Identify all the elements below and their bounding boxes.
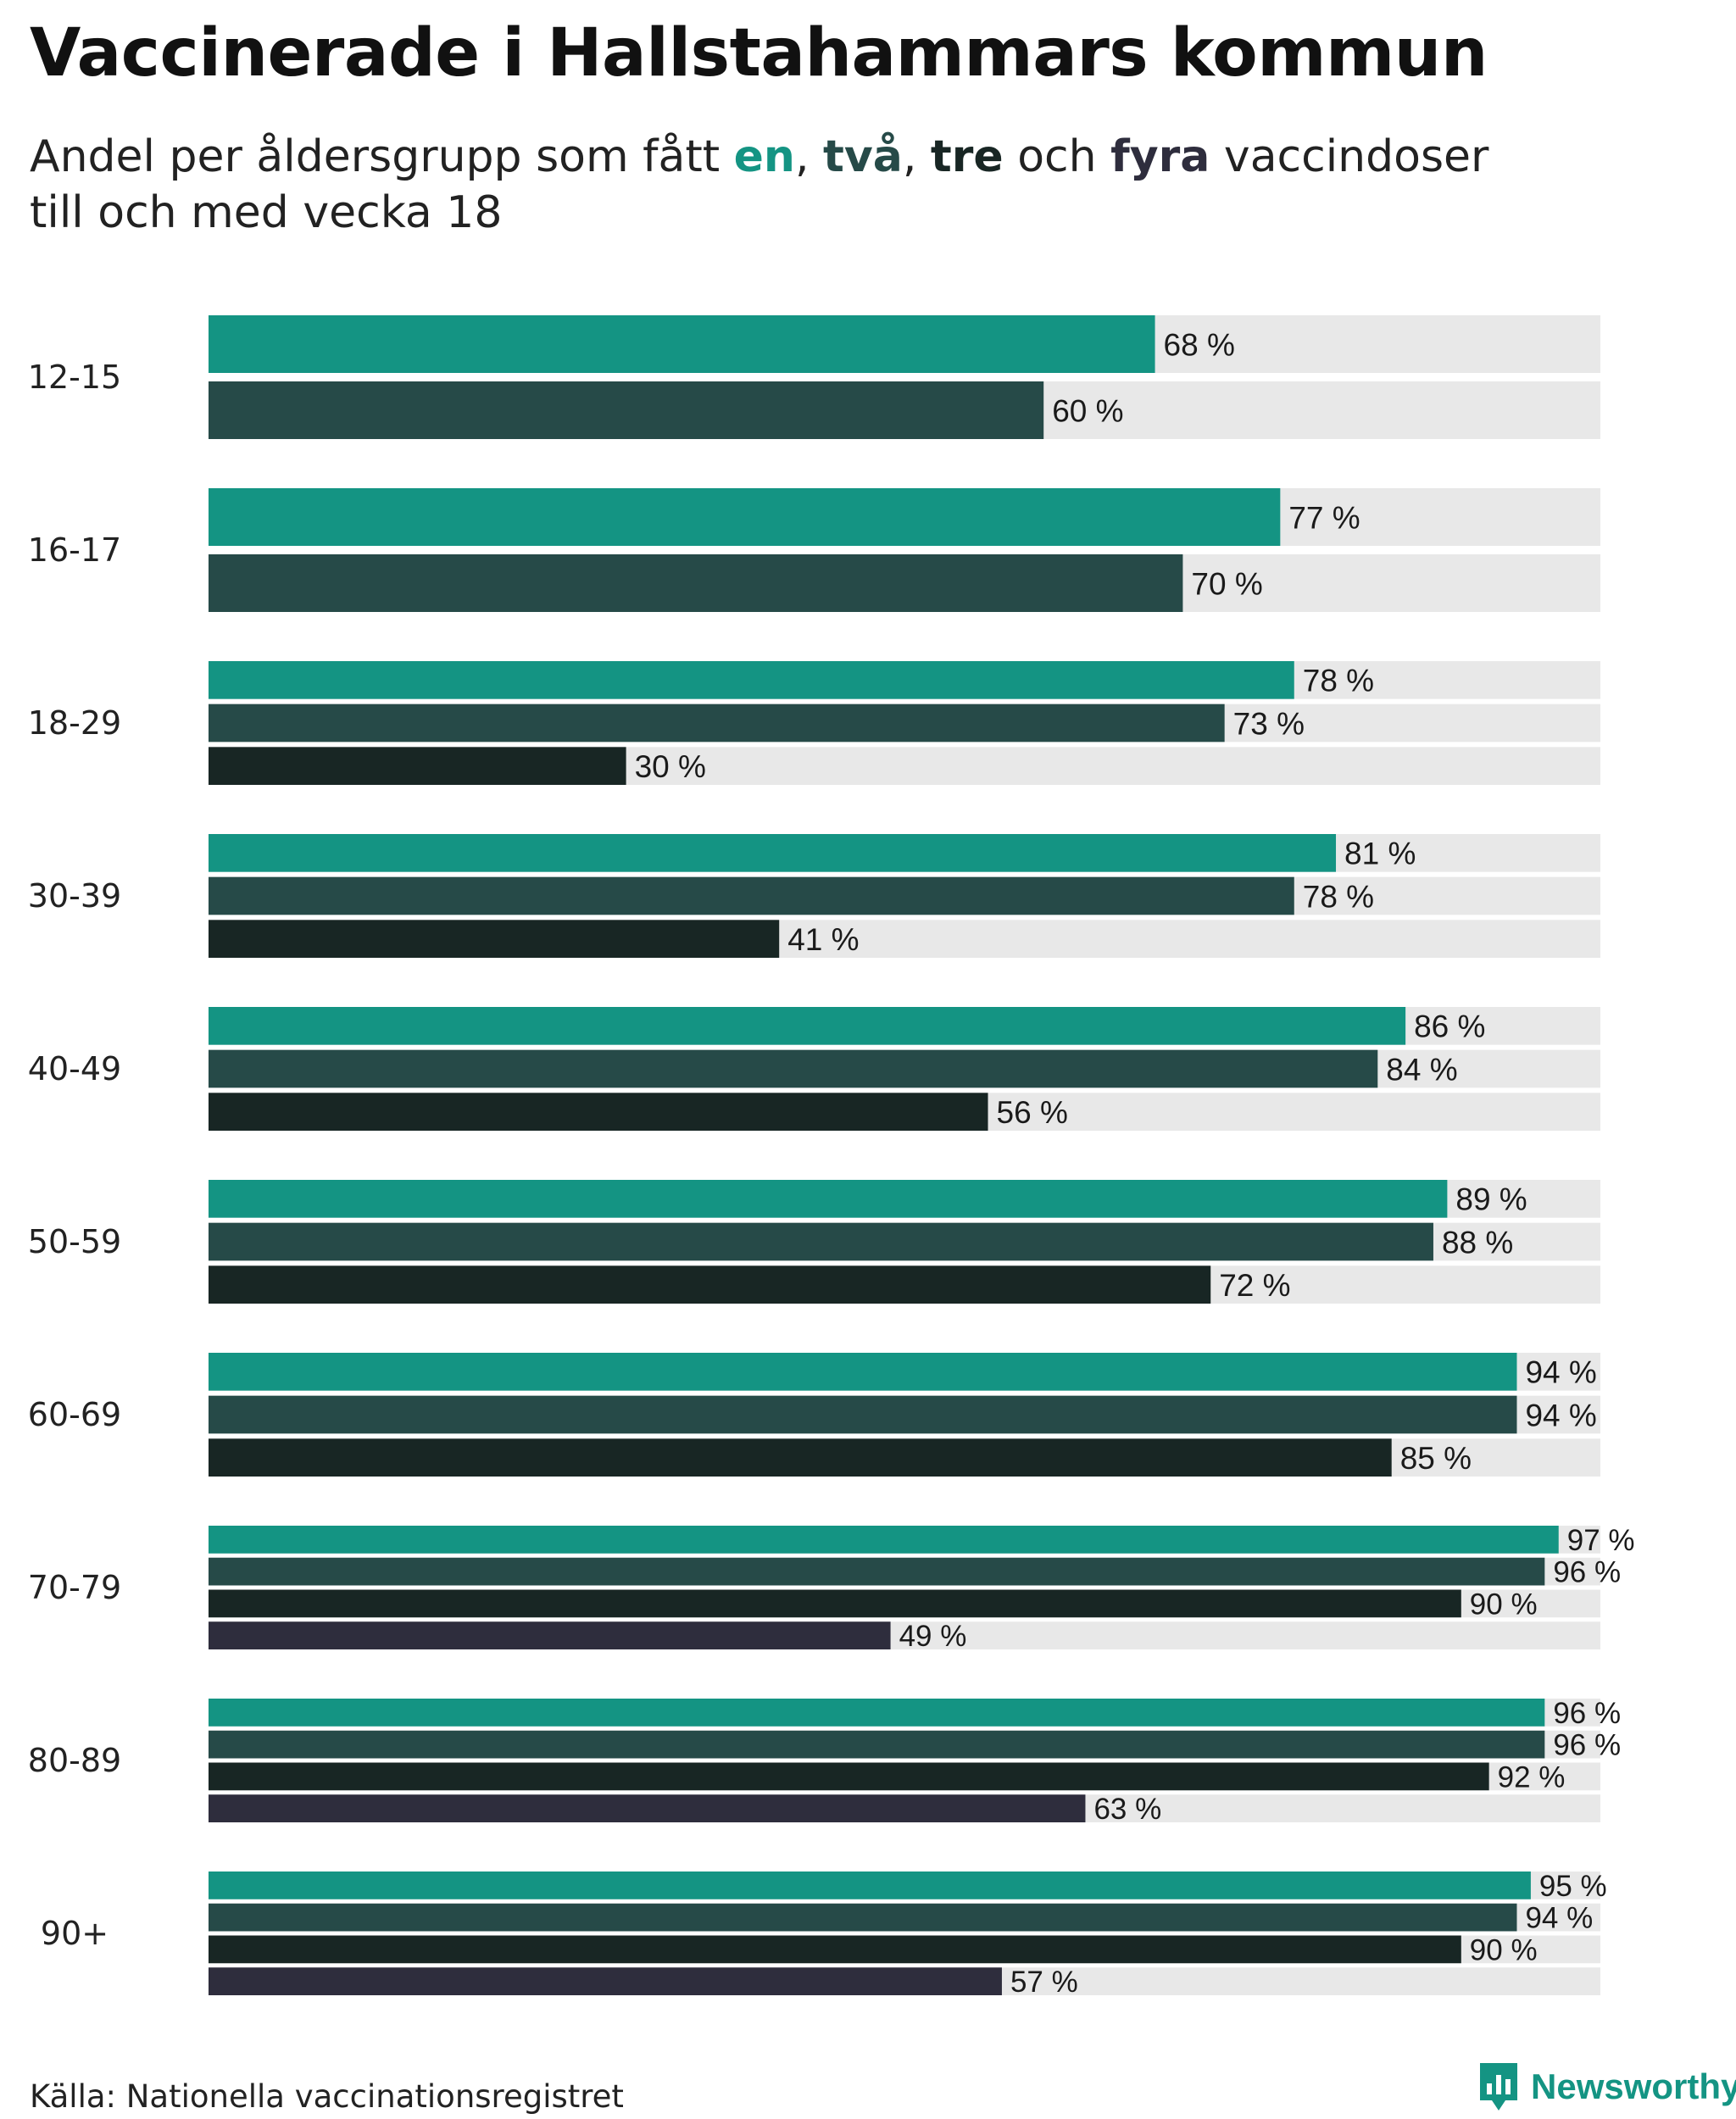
bar-dose-2 bbox=[209, 381, 1044, 439]
subtitle-text: och bbox=[1003, 131, 1111, 182]
subtitle-separator: , bbox=[902, 131, 931, 182]
bar-dose-1 bbox=[209, 834, 1337, 872]
bar-value-label: 72 % bbox=[1219, 1268, 1290, 1303]
subtitle-text: vaccindoser bbox=[1210, 131, 1489, 182]
age-group-label: 80-89 bbox=[28, 1742, 121, 1779]
bar-value-label: 96 % bbox=[1553, 1697, 1621, 1730]
bar-dose-1 bbox=[209, 1526, 1559, 1554]
bar-dose-3 bbox=[209, 1265, 1211, 1304]
bar-dose-2 bbox=[209, 704, 1225, 742]
legend-dose-3: tre bbox=[930, 131, 1004, 182]
bar-value-label: 41 % bbox=[787, 922, 859, 957]
age-group-label: 18-29 bbox=[28, 704, 121, 742]
bar-value-label: 94 % bbox=[1525, 1398, 1596, 1432]
bar-value-label: 78 % bbox=[1303, 664, 1374, 698]
newsworthy-logo-icon bbox=[1480, 2063, 1517, 2111]
age-group-label: 90+ bbox=[41, 1915, 108, 1952]
age-group-label: 12-15 bbox=[28, 359, 121, 396]
bar-value-label: 57 % bbox=[1010, 1966, 1078, 1999]
bar-value-label: 95 % bbox=[1539, 1870, 1607, 1903]
bar-dose-1 bbox=[209, 1007, 1406, 1045]
bar-dose-2 bbox=[209, 1730, 1545, 1759]
bar-dose-3 bbox=[209, 1093, 988, 1131]
bar-value-label: 73 % bbox=[1233, 706, 1305, 741]
bar-dose-1 bbox=[209, 1872, 1531, 1899]
chart-title: Vaccinerade i Hallstahammars kommun bbox=[30, 15, 1488, 92]
bar-dose-1 bbox=[209, 1699, 1545, 1727]
bar-dose-1 bbox=[209, 661, 1294, 699]
bar-value-label: 78 % bbox=[1303, 879, 1374, 914]
bar-dose-3 bbox=[209, 1589, 1461, 1618]
subtitle-line-2: till och med vecka 18 bbox=[30, 187, 503, 238]
chart-subtitle: Andel per åldersgrupp som fått en, två, … bbox=[30, 129, 1488, 241]
bar-value-label: 88 % bbox=[1442, 1225, 1513, 1260]
bar-dose-1 bbox=[209, 488, 1281, 546]
bar-value-label: 68 % bbox=[1164, 327, 1235, 362]
bar-dose-2 bbox=[209, 1395, 1517, 1434]
bar-dose-4 bbox=[209, 1621, 891, 1649]
bar-value-label: 86 % bbox=[1414, 1009, 1485, 1044]
bar-dose-3 bbox=[209, 747, 626, 785]
legend-dose-1: en bbox=[733, 131, 795, 182]
bar-dose-3 bbox=[209, 1438, 1392, 1477]
bar-value-label: 96 % bbox=[1553, 1729, 1621, 1762]
bar-value-label: 96 % bbox=[1553, 1556, 1621, 1589]
age-group-label: 70-79 bbox=[28, 1569, 121, 1606]
bar-value-label: 94 % bbox=[1525, 1902, 1593, 1935]
bar-dose-2 bbox=[209, 1903, 1517, 1932]
brand-logo: Newsworthy bbox=[1478, 2061, 1736, 2112]
bar-dose-1 bbox=[209, 1353, 1517, 1391]
bar-dose-1 bbox=[209, 1180, 1448, 1218]
bar-value-label: 63 % bbox=[1093, 1793, 1161, 1826]
bar-dose-3 bbox=[209, 920, 780, 958]
bar-value-label: 97 % bbox=[1567, 1524, 1635, 1557]
bar-value-label: 92 % bbox=[1498, 1760, 1566, 1794]
age-group-label: 60-69 bbox=[28, 1396, 121, 1433]
bar-dose-2 bbox=[209, 554, 1183, 612]
legend-dose-4: fyra bbox=[1110, 131, 1210, 182]
bar-value-label: 49 % bbox=[899, 1620, 967, 1653]
bar-value-label: 56 % bbox=[997, 1095, 1068, 1130]
bar-value-label: 77 % bbox=[1288, 500, 1360, 535]
bar-dose-2 bbox=[209, 1557, 1545, 1586]
bar-dose-2 bbox=[209, 1049, 1378, 1088]
bar-dose-1 bbox=[209, 315, 1155, 373]
subtitle-text: Andel per åldersgrupp som fått bbox=[30, 131, 734, 182]
bar-dose-3 bbox=[209, 1935, 1461, 1964]
age-group-label: 50-59 bbox=[28, 1223, 121, 1260]
bar-dose-4 bbox=[209, 1967, 1002, 1995]
bar-dose-3 bbox=[209, 1762, 1489, 1791]
age-group-label: 16-17 bbox=[28, 531, 121, 569]
bar-chart: 12-15 68 % 60 % 16-17 77 % 70 % 18-29 78 % 73 % 3… bbox=[28, 315, 1635, 1999]
age-group-label: 40-49 bbox=[28, 1050, 121, 1087]
legend-dose-2: två bbox=[823, 131, 903, 182]
bar-dose-2 bbox=[209, 876, 1294, 915]
bar-dose-4 bbox=[209, 1794, 1086, 1822]
bar-dose-2 bbox=[209, 1222, 1433, 1261]
bar-value-label: 94 % bbox=[1525, 1355, 1596, 1390]
bar-value-label: 90 % bbox=[1470, 1933, 1538, 1966]
age-group-label: 30-39 bbox=[28, 877, 121, 915]
bar-value-label: 70 % bbox=[1191, 566, 1262, 601]
bar-value-label: 81 % bbox=[1344, 837, 1416, 871]
bar-value-label: 60 % bbox=[1052, 393, 1123, 428]
bar-value-label: 89 % bbox=[1455, 1182, 1527, 1217]
bar-value-label: 90 % bbox=[1470, 1588, 1538, 1621]
source-note: Källa: Nationella vaccinationsregistret bbox=[30, 2078, 624, 2115]
bar-value-label: 84 % bbox=[1386, 1052, 1457, 1087]
bar-value-label: 30 % bbox=[635, 749, 706, 784]
brand-name: Newsworthy bbox=[1531, 2066, 1736, 2106]
subtitle-separator: , bbox=[794, 131, 824, 182]
bar-value-label: 85 % bbox=[1400, 1441, 1472, 1476]
